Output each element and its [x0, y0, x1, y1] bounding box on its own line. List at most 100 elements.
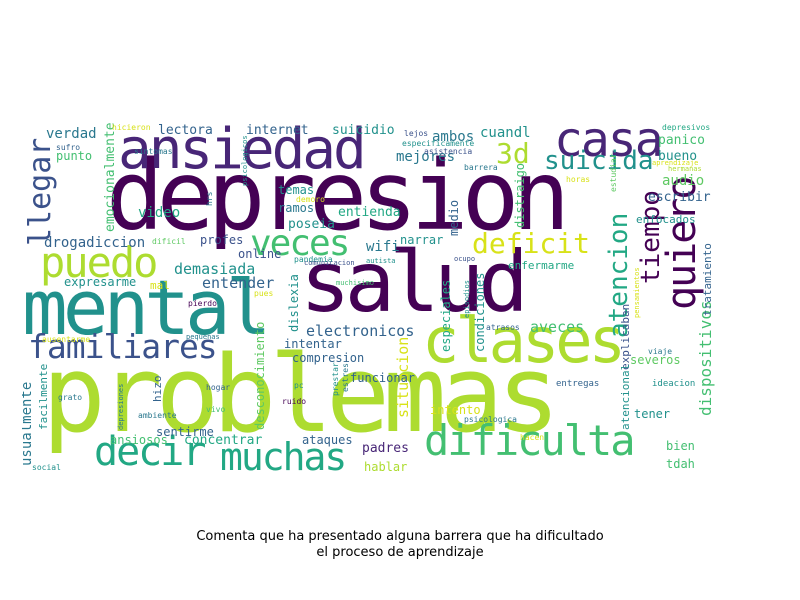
word: padres	[362, 441, 409, 456]
word: audio	[662, 173, 705, 189]
word: temas	[278, 183, 315, 197]
word: mejores	[396, 149, 456, 165]
word: prestar	[331, 362, 340, 396]
word: grato	[58, 393, 83, 402]
word: episodios	[463, 280, 471, 318]
word: intentar	[284, 337, 342, 351]
word: ansiosos	[110, 433, 168, 447]
word: online	[238, 247, 282, 261]
word: desconocimiento	[253, 321, 267, 430]
word: aprendizaje	[652, 159, 699, 167]
word: escribir	[648, 190, 711, 205]
word: suicida	[544, 146, 654, 176]
word: atrasos	[486, 323, 520, 332]
word: clases	[422, 304, 626, 377]
word: tdah	[666, 457, 695, 471]
word: ausentarme	[42, 335, 91, 344]
word: pandemia	[294, 255, 333, 264]
word: bien	[666, 439, 695, 453]
word: asistencia	[424, 147, 473, 156]
word: ambiente	[138, 411, 177, 420]
word: hicieron	[112, 123, 151, 132]
word: ruido	[282, 397, 307, 406]
word: vivo	[206, 405, 226, 414]
word: ideacion	[652, 379, 696, 389]
word: depresivos	[662, 123, 711, 132]
word: barrera	[464, 163, 498, 172]
word: salud	[300, 233, 529, 331]
word-cloud: depresion problemas salud mental ansieda…	[22, 120, 722, 476]
word: horas	[566, 175, 591, 184]
word: dificil	[152, 237, 186, 246]
word: tener	[634, 407, 671, 421]
word: veces	[250, 223, 350, 264]
caption-line-1: Comenta que ha presentado alguna barrera…	[196, 529, 604, 544]
word: pequenas	[186, 333, 220, 341]
word: emocionalmente	[103, 122, 118, 232]
word: hizo	[151, 375, 164, 403]
word: hrs	[205, 191, 214, 206]
word: tratamiento	[701, 243, 714, 316]
word: poseia	[288, 217, 335, 232]
word: atencional	[619, 363, 632, 430]
word: usualmente	[22, 381, 35, 466]
word: lectora	[158, 123, 213, 138]
word: internet	[246, 123, 309, 138]
word: social	[32, 463, 61, 472]
word: hacen	[520, 433, 545, 442]
word: mal	[150, 279, 170, 292]
word: condiciones	[473, 272, 487, 352]
word: 3d	[496, 137, 530, 170]
word: muchas	[220, 435, 347, 476]
word: demasiada	[174, 260, 256, 278]
word: puedo	[40, 238, 158, 287]
word: pierdo	[188, 299, 217, 308]
word: concentrar	[184, 433, 263, 448]
word: compresion	[292, 351, 365, 365]
word: sintomas	[134, 147, 173, 156]
word: estres	[341, 363, 350, 392]
word: enfocados	[636, 213, 696, 226]
word: intento	[430, 403, 481, 417]
figure-caption: Comenta que ha presentado alguna barrera…	[0, 529, 800, 561]
word: autista	[366, 257, 396, 265]
word: video	[138, 205, 181, 221]
word: casa	[554, 120, 664, 168]
word: dificulta	[424, 416, 636, 465]
word: cuandl	[480, 125, 531, 141]
word: enfermarme	[508, 259, 575, 272]
word: pues	[254, 289, 274, 298]
word: medio	[447, 199, 461, 236]
word: especiales	[439, 279, 453, 352]
word: psicologica	[464, 415, 517, 424]
word: entender	[202, 274, 275, 292]
word: distraigo	[513, 162, 527, 228]
word: ramos	[278, 201, 315, 215]
word: aveces	[530, 318, 585, 336]
word: punto	[56, 149, 93, 163]
word: viaje	[648, 347, 673, 356]
word: facilmente	[37, 363, 50, 430]
caption-line-2: el proceso de aprendizaje	[316, 545, 484, 560]
word: dislexia	[287, 274, 301, 332]
word: profes	[200, 233, 244, 247]
word: deficit	[472, 227, 591, 260]
word: entienda	[338, 205, 401, 220]
word: narrar	[400, 233, 444, 247]
word: lejos	[404, 129, 429, 138]
word: ataques	[302, 433, 353, 447]
word: verdad	[46, 126, 97, 142]
word: familiares	[28, 327, 218, 366]
word: drogadiccion	[44, 235, 146, 251]
word: funcionar	[350, 371, 416, 385]
word: llegar	[23, 137, 58, 246]
word: problemas	[42, 333, 560, 456]
word: psicologicos	[241, 135, 249, 186]
word: mental	[22, 263, 272, 352]
word: pc	[294, 381, 304, 390]
word: sentirme	[156, 425, 214, 439]
word: especificamente	[402, 139, 475, 148]
word: sufro	[56, 143, 81, 152]
word: ocupo	[454, 255, 476, 263]
word: hogar	[206, 383, 231, 392]
